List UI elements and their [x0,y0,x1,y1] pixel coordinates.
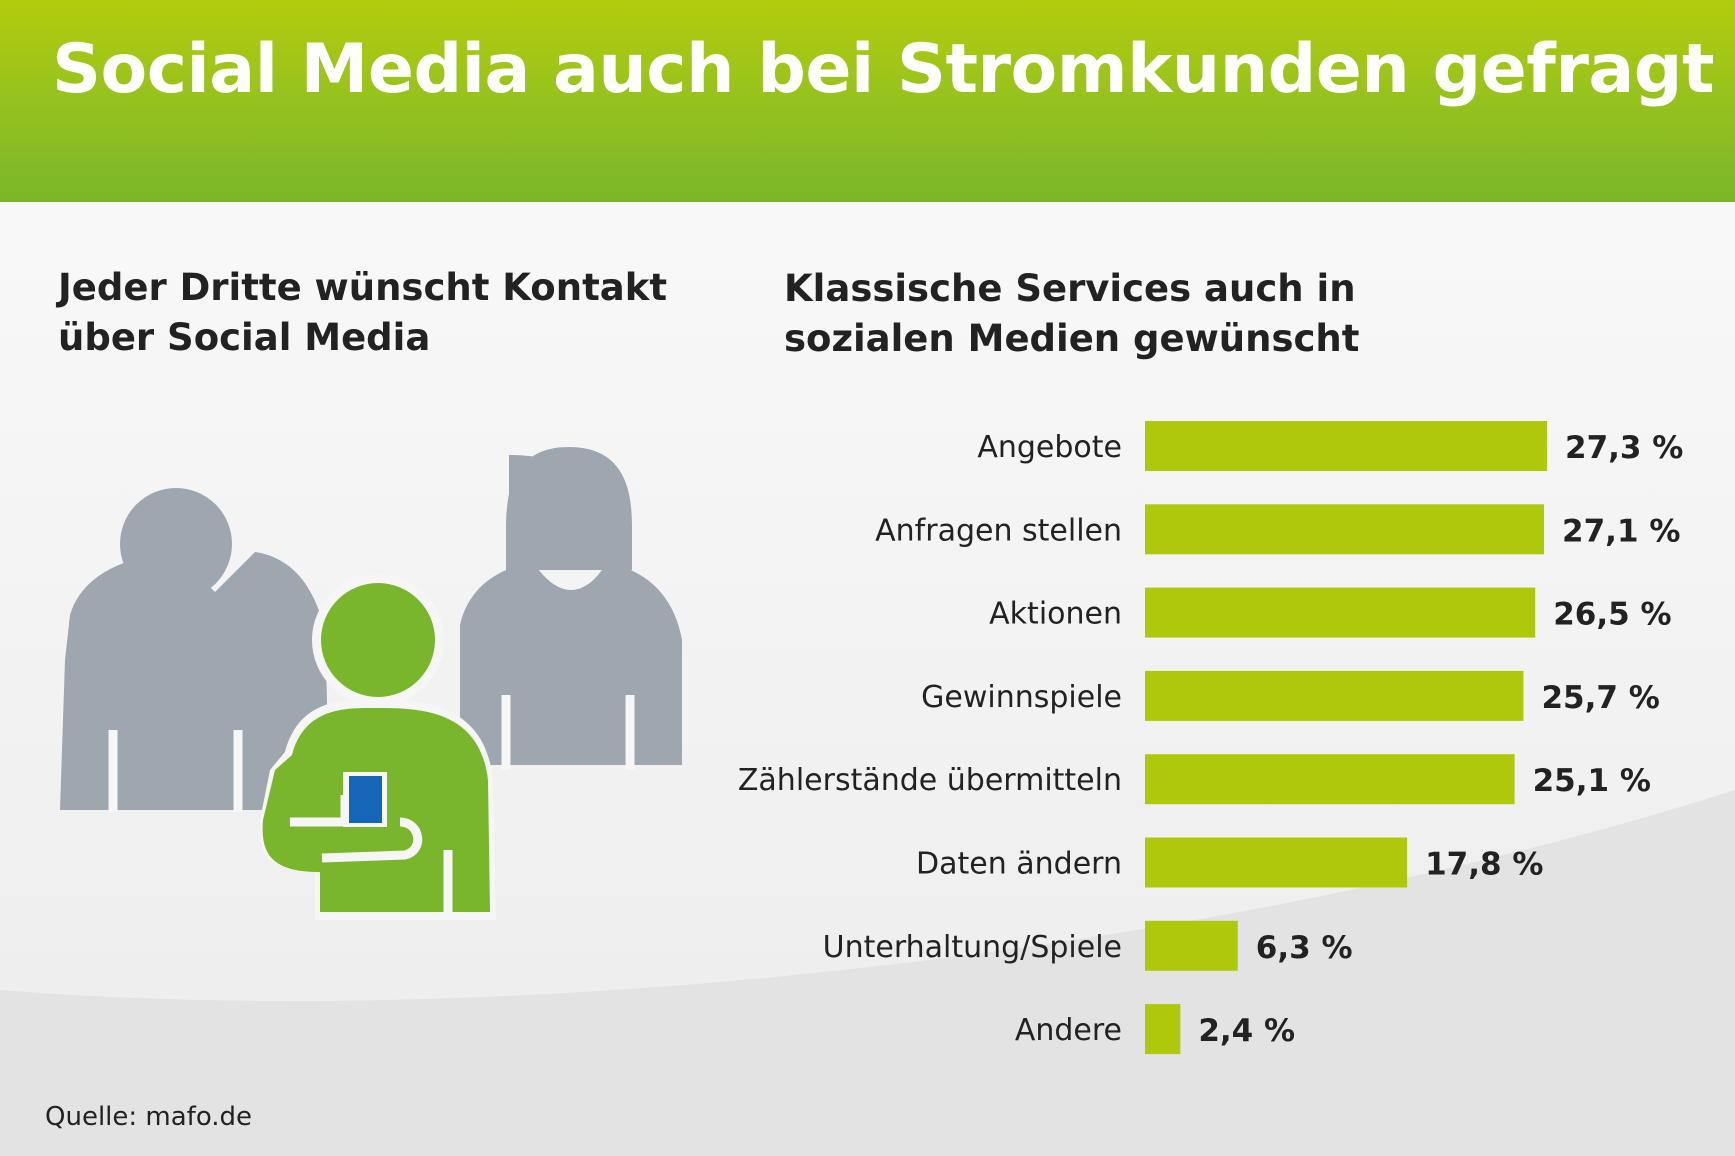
bar [1145,754,1515,805]
bar [1145,587,1536,638]
bar [1145,920,1238,971]
bar-value-label: 26,5 % [1553,597,1671,633]
bar-category-label: Daten ändern [916,847,1122,882]
bar-category-label: Aktionen [989,597,1122,632]
bar [1145,504,1545,555]
left-subtitle-line-1: Jeder Dritte wünscht Kontakt [58,266,668,309]
bar-category-label: Gewinnspiele [921,680,1122,715]
bar-category-label: Angebote [977,430,1122,465]
bar [1145,670,1524,721]
green-person-icon [260,574,496,920]
bar-category-label: Andere [1015,1013,1122,1048]
bar-category-label: Unterhaltung/Spiele [823,930,1122,965]
bar [1145,837,1408,888]
chart-title-line-1: Klassische Services auch in [784,267,1356,310]
grey-person-left-icon [60,488,330,810]
bar-category-label: Zählerstände übermitteln [738,763,1122,798]
bar [1145,421,1547,471]
source-note: Quelle: mafo.de [45,1102,253,1132]
bar-value-label: 17,8 % [1425,847,1543,883]
bar-value-label: 2,4 % [1198,1013,1295,1049]
left-subtitle-line-2: über Social Media [58,316,431,359]
bar-value-label: 6,3 % [1256,930,1353,966]
bar-value-label: 27,1 % [1562,513,1680,549]
bar-value-label: 27,3 % [1565,430,1683,466]
bar-value-label: 25,1 % [1533,763,1651,799]
page-title: Social Media auch bei Stromkunden gefrag… [52,30,1714,109]
chart-title: Klassische Services auch in sozialen Med… [784,264,1424,364]
bar-value-label: 25,7 % [1541,680,1659,716]
bar [1145,1004,1181,1055]
left-subtitle: Jeder Dritte wünscht Kontakt über Social… [58,263,698,363]
people-group-icon [60,447,682,920]
header-banner: Social Media auch bei Stromkunden gefrag… [0,0,1735,202]
chart-title-line-2: sozialen Medien gewünscht [784,317,1360,360]
bar-category-label: Anfragen stellen [875,513,1122,548]
